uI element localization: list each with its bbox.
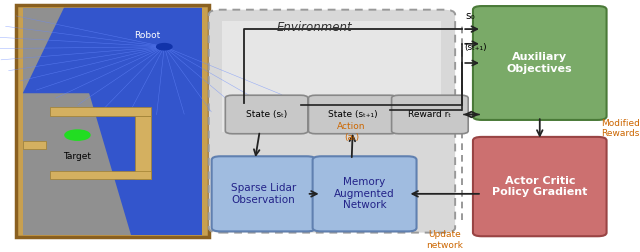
Text: State (sₜ): State (sₜ) <box>246 110 287 119</box>
Text: Update
network: Update network <box>426 230 463 249</box>
Text: Sparse Lidar
Observation: Sparse Lidar Observation <box>231 183 296 205</box>
FancyBboxPatch shape <box>51 171 151 179</box>
FancyBboxPatch shape <box>225 95 308 134</box>
FancyBboxPatch shape <box>16 5 209 237</box>
FancyBboxPatch shape <box>312 156 417 231</box>
FancyBboxPatch shape <box>212 156 316 231</box>
Text: Modified
Rewards: Modified Rewards <box>600 119 639 138</box>
Text: s₀: s₀ <box>465 11 475 21</box>
Text: Robot: Robot <box>134 30 160 40</box>
Text: Environment: Environment <box>276 21 352 34</box>
Text: Action
(aₜ): Action (aₜ) <box>337 122 366 142</box>
FancyBboxPatch shape <box>51 107 151 116</box>
FancyBboxPatch shape <box>222 21 442 132</box>
Text: Reward rₜ: Reward rₜ <box>408 110 451 119</box>
Circle shape <box>157 44 172 50</box>
FancyBboxPatch shape <box>23 141 46 149</box>
Text: State (sₜ₊₁): State (sₜ₊₁) <box>328 110 378 119</box>
Circle shape <box>65 130 90 140</box>
Text: Target: Target <box>63 151 92 161</box>
Text: (sₜ₊₁): (sₜ₊₁) <box>464 43 486 52</box>
Text: Memory
Augmented
Network: Memory Augmented Network <box>334 177 395 210</box>
FancyBboxPatch shape <box>135 116 151 179</box>
FancyBboxPatch shape <box>473 137 607 236</box>
Polygon shape <box>64 8 202 235</box>
Text: Auxiliary
Objectives: Auxiliary Objectives <box>507 52 573 74</box>
Polygon shape <box>23 8 202 93</box>
FancyBboxPatch shape <box>392 95 468 134</box>
Text: Actor Critic
Policy Gradient: Actor Critic Policy Gradient <box>492 176 588 197</box>
FancyBboxPatch shape <box>473 6 607 120</box>
FancyBboxPatch shape <box>308 95 397 134</box>
FancyBboxPatch shape <box>209 10 455 233</box>
FancyBboxPatch shape <box>23 8 202 235</box>
